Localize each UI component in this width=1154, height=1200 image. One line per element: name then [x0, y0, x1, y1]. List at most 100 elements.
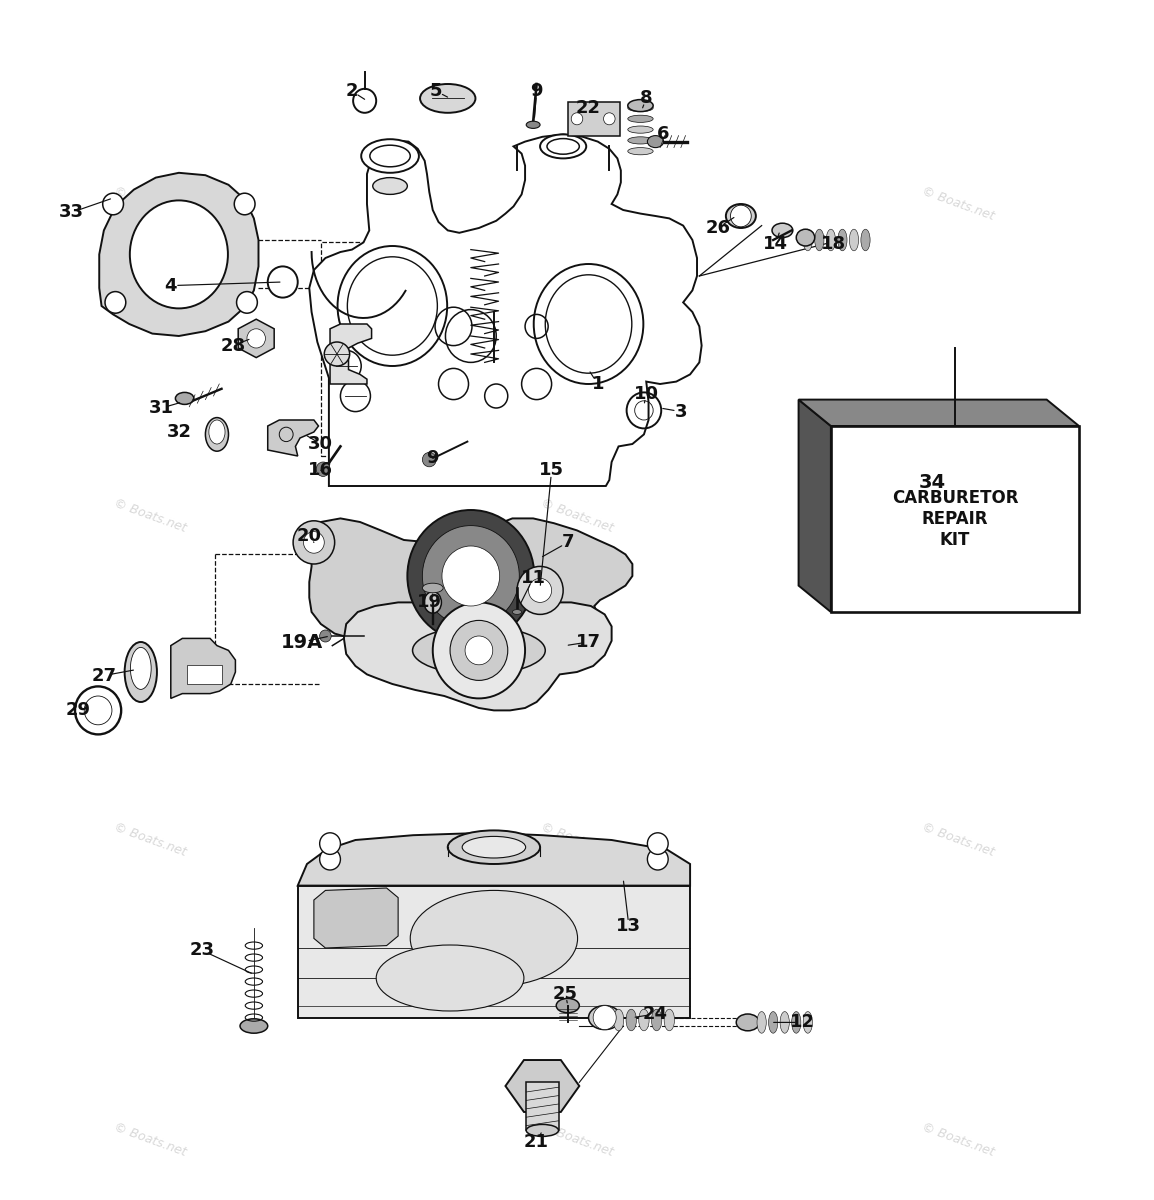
Text: © Boats.net: © Boats.net	[539, 185, 615, 223]
Text: 9: 9	[531, 82, 542, 101]
Ellipse shape	[803, 1012, 812, 1033]
Ellipse shape	[129, 200, 228, 308]
Ellipse shape	[420, 84, 475, 113]
Ellipse shape	[628, 115, 653, 122]
Ellipse shape	[726, 204, 756, 228]
Ellipse shape	[125, 642, 157, 702]
Polygon shape	[309, 134, 702, 486]
Circle shape	[442, 546, 500, 606]
Text: 26: 26	[705, 218, 730, 236]
Bar	[831, 426, 1079, 612]
Ellipse shape	[849, 229, 859, 251]
Circle shape	[103, 193, 123, 215]
Ellipse shape	[861, 229, 870, 251]
Ellipse shape	[792, 1012, 801, 1033]
Text: 5: 5	[430, 82, 442, 101]
Circle shape	[316, 462, 330, 476]
Ellipse shape	[757, 1012, 766, 1033]
Ellipse shape	[803, 229, 812, 251]
Circle shape	[465, 636, 493, 665]
Text: 6: 6	[658, 126, 669, 144]
Text: 24: 24	[643, 1006, 668, 1022]
Bar	[187, 665, 222, 684]
Text: 10: 10	[634, 384, 659, 402]
Circle shape	[234, 193, 255, 215]
Ellipse shape	[589, 1006, 621, 1030]
Text: 32: 32	[166, 422, 192, 440]
Text: 31: 31	[149, 398, 174, 416]
Text: 16: 16	[308, 461, 334, 479]
Ellipse shape	[205, 418, 228, 451]
Text: © Boats.net: © Boats.net	[112, 497, 188, 535]
Circle shape	[268, 266, 298, 298]
Text: 30: 30	[308, 434, 334, 452]
Ellipse shape	[826, 229, 835, 251]
Text: 34: 34	[919, 473, 946, 492]
Text: 17: 17	[576, 634, 601, 650]
Ellipse shape	[526, 1124, 559, 1136]
Ellipse shape	[628, 100, 653, 112]
Text: 33: 33	[59, 203, 84, 221]
Ellipse shape	[639, 1009, 649, 1031]
Polygon shape	[171, 638, 235, 698]
Text: 19: 19	[417, 593, 442, 611]
Circle shape	[320, 630, 331, 642]
Circle shape	[237, 292, 257, 313]
Text: 14: 14	[763, 234, 788, 252]
Ellipse shape	[772, 223, 793, 238]
Ellipse shape	[324, 342, 350, 366]
Circle shape	[422, 526, 519, 626]
Ellipse shape	[815, 229, 824, 251]
Text: © Boats.net: © Boats.net	[112, 185, 188, 223]
Ellipse shape	[796, 229, 815, 246]
Polygon shape	[99, 173, 258, 336]
Ellipse shape	[628, 126, 653, 133]
Text: 25: 25	[553, 984, 578, 1003]
Text: © Boats.net: © Boats.net	[920, 185, 996, 223]
Circle shape	[529, 578, 552, 602]
Polygon shape	[344, 602, 612, 710]
Polygon shape	[309, 518, 632, 638]
Circle shape	[571, 113, 583, 125]
Text: 27: 27	[91, 667, 117, 684]
Circle shape	[517, 566, 563, 614]
Ellipse shape	[410, 890, 577, 986]
Ellipse shape	[614, 1009, 623, 1031]
Ellipse shape	[425, 592, 441, 613]
Text: 19A: 19A	[282, 632, 323, 652]
Circle shape	[247, 329, 265, 348]
Circle shape	[433, 602, 525, 698]
Circle shape	[647, 848, 668, 870]
Text: 12: 12	[789, 1013, 815, 1031]
Circle shape	[647, 833, 668, 854]
Ellipse shape	[780, 1012, 789, 1033]
Text: 20: 20	[297, 527, 322, 545]
Text: 21: 21	[524, 1133, 549, 1152]
Text: © Boats.net: © Boats.net	[539, 821, 615, 859]
Circle shape	[730, 205, 751, 227]
Text: 22: 22	[576, 98, 601, 116]
Text: © Boats.net: © Boats.net	[539, 1121, 615, 1159]
Ellipse shape	[361, 139, 419, 173]
Text: © Boats.net: © Boats.net	[920, 497, 996, 535]
Text: 9: 9	[427, 449, 439, 467]
Ellipse shape	[652, 1009, 662, 1031]
Text: 28: 28	[220, 336, 246, 355]
Text: 13: 13	[616, 917, 642, 936]
Polygon shape	[268, 420, 319, 456]
Ellipse shape	[628, 137, 653, 144]
Text: © Boats.net: © Boats.net	[920, 1121, 996, 1159]
Ellipse shape	[175, 392, 194, 404]
Text: 15: 15	[539, 461, 564, 479]
Ellipse shape	[376, 946, 524, 1010]
Text: 7: 7	[562, 533, 574, 551]
Text: 4: 4	[165, 276, 177, 294]
Ellipse shape	[769, 1012, 778, 1033]
Circle shape	[320, 848, 340, 870]
Circle shape	[293, 521, 335, 564]
Text: © Boats.net: © Boats.net	[112, 1121, 188, 1159]
Polygon shape	[330, 324, 372, 384]
Ellipse shape	[647, 136, 664, 148]
Circle shape	[407, 510, 534, 642]
Ellipse shape	[209, 420, 225, 444]
